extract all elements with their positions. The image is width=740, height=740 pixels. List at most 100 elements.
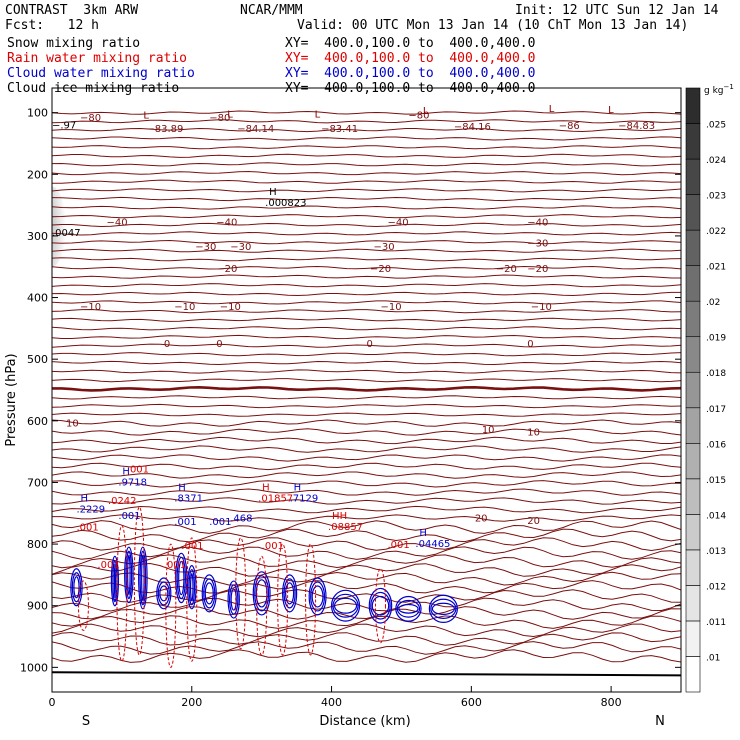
rain-water-contour xyxy=(305,543,317,656)
field-label-value: .001 xyxy=(262,541,284,552)
cloud-water-contour xyxy=(156,577,172,610)
temperature-label: −40 xyxy=(107,218,128,229)
temperature-label: −84.83 xyxy=(618,121,655,132)
valid-time: Valid: 00 UTC Mon 13 Jan 14 (10 ChT Mon … xyxy=(297,18,689,33)
temperature-label: 10 xyxy=(482,425,495,436)
isotherm-line xyxy=(52,505,681,514)
field-label: −.97 xyxy=(52,121,76,132)
field-label: L xyxy=(143,110,149,121)
forecast-hour: Fcst: 12 h xyxy=(5,18,99,33)
temperature-label: 10 xyxy=(66,419,79,430)
isotherm-line xyxy=(52,571,681,586)
cloud-water-contour xyxy=(333,597,358,614)
isotherm-line xyxy=(52,412,681,417)
x-tick-label: 200 xyxy=(181,696,202,709)
temperature-label: −30 xyxy=(195,242,216,253)
isotherm-line xyxy=(52,631,681,646)
field-label-value: −.97 xyxy=(52,121,76,132)
cloud-water-contour xyxy=(188,569,196,606)
rain-water-contour xyxy=(165,543,177,668)
temperature-label: −30 xyxy=(230,242,251,253)
cloud-water-contour xyxy=(252,571,271,616)
cloud-water-contour xyxy=(110,555,120,607)
temperature-label: 0 xyxy=(216,339,222,350)
colorbar-tick-label: .015 xyxy=(706,476,726,486)
isotherm-line xyxy=(52,170,681,176)
field-label-value: .001 xyxy=(174,517,196,528)
field-label: H.7129 xyxy=(290,483,319,505)
cloud-water-contour xyxy=(141,554,145,602)
colorbar-tick-label: .02 xyxy=(706,298,720,308)
field-label-value: .7129 xyxy=(290,494,319,505)
field-label: .001 xyxy=(164,560,186,571)
colorbar-tick-label: .022 xyxy=(706,227,726,237)
isotherm-line xyxy=(52,589,681,603)
cloud-water-contour xyxy=(186,565,197,610)
cloud-water-contour xyxy=(204,582,214,605)
cloud-water-contour xyxy=(157,581,170,606)
field-label-value: .001 xyxy=(164,560,186,571)
center-label: NCAR/MMM xyxy=(240,3,303,18)
field-label-kind: H xyxy=(419,528,427,539)
y-tick-label: 800 xyxy=(27,538,48,551)
isotherm-line xyxy=(52,385,681,392)
isotherm-line xyxy=(52,265,681,271)
temperature-label: 0 xyxy=(164,339,170,350)
colorbar-segment xyxy=(685,123,701,160)
isotherm-line xyxy=(52,454,681,462)
temperature-label: −40 xyxy=(216,218,237,229)
temperature-label: −10 xyxy=(531,302,552,313)
field-label-kind: H xyxy=(262,483,270,494)
field-label: .001 xyxy=(118,511,140,522)
temperature-label: −40 xyxy=(387,218,408,229)
cloud-water-contour xyxy=(230,588,237,611)
field-label: L xyxy=(423,106,429,117)
temperature-label: 20 xyxy=(475,514,488,525)
isotherm-line xyxy=(52,317,681,322)
temperature-label: −10 xyxy=(174,302,195,313)
y-tick-label: 400 xyxy=(27,292,48,305)
field-label-kind: L xyxy=(227,110,233,121)
field-label: H.9718 xyxy=(118,467,147,489)
isotherm-line xyxy=(52,136,681,141)
cloud-water-contour xyxy=(113,563,117,599)
field-label-kind: L xyxy=(608,105,614,116)
isotherm-line xyxy=(52,537,681,552)
legend-cloud-ice: Cloud ice mixing ratio xyxy=(7,81,180,96)
isotherm-line xyxy=(52,488,681,496)
isotherm-line xyxy=(52,395,681,400)
cloud-water-contour xyxy=(395,595,422,622)
isotherm-line xyxy=(52,274,681,279)
field-label-kind: L xyxy=(143,110,149,121)
cloud-water-contour xyxy=(70,568,83,607)
colorbar-tick-label: .019 xyxy=(706,334,726,344)
field-label: H.04465 xyxy=(415,528,450,550)
temperature-label: −80 xyxy=(80,113,101,124)
isotherm-line xyxy=(52,554,681,569)
field-label-value: .001 xyxy=(181,541,203,552)
colorbar-segment xyxy=(685,442,701,480)
colorbar-segment xyxy=(685,620,701,657)
rain-water-contour xyxy=(116,525,128,662)
surface-line xyxy=(52,671,681,677)
isotherm-line xyxy=(52,641,681,655)
field-label: HH.08857 xyxy=(328,511,363,533)
isotherm-line xyxy=(52,480,681,488)
isotherm-line xyxy=(52,378,681,383)
colorbar-segment xyxy=(685,549,701,586)
colorbar-segment xyxy=(685,265,701,302)
temperature-label: −10 xyxy=(380,302,401,313)
cloud-water-contour xyxy=(201,574,217,613)
cloud-water-contour xyxy=(227,580,240,619)
y-tick-label: 1000 xyxy=(20,661,48,674)
field-label-value: .08857 xyxy=(328,522,363,533)
isotherm-line xyxy=(52,257,681,262)
colorbar-tick-label: .025 xyxy=(706,121,726,131)
cloud-water-contour xyxy=(368,587,393,624)
rain-water-contour xyxy=(77,580,89,631)
y-tick-label: 600 xyxy=(27,415,48,428)
isotherm-line xyxy=(52,497,681,505)
cloud-water-contour xyxy=(139,550,147,606)
isotherm-line xyxy=(52,239,681,245)
field-label-kind: H xyxy=(80,494,88,505)
